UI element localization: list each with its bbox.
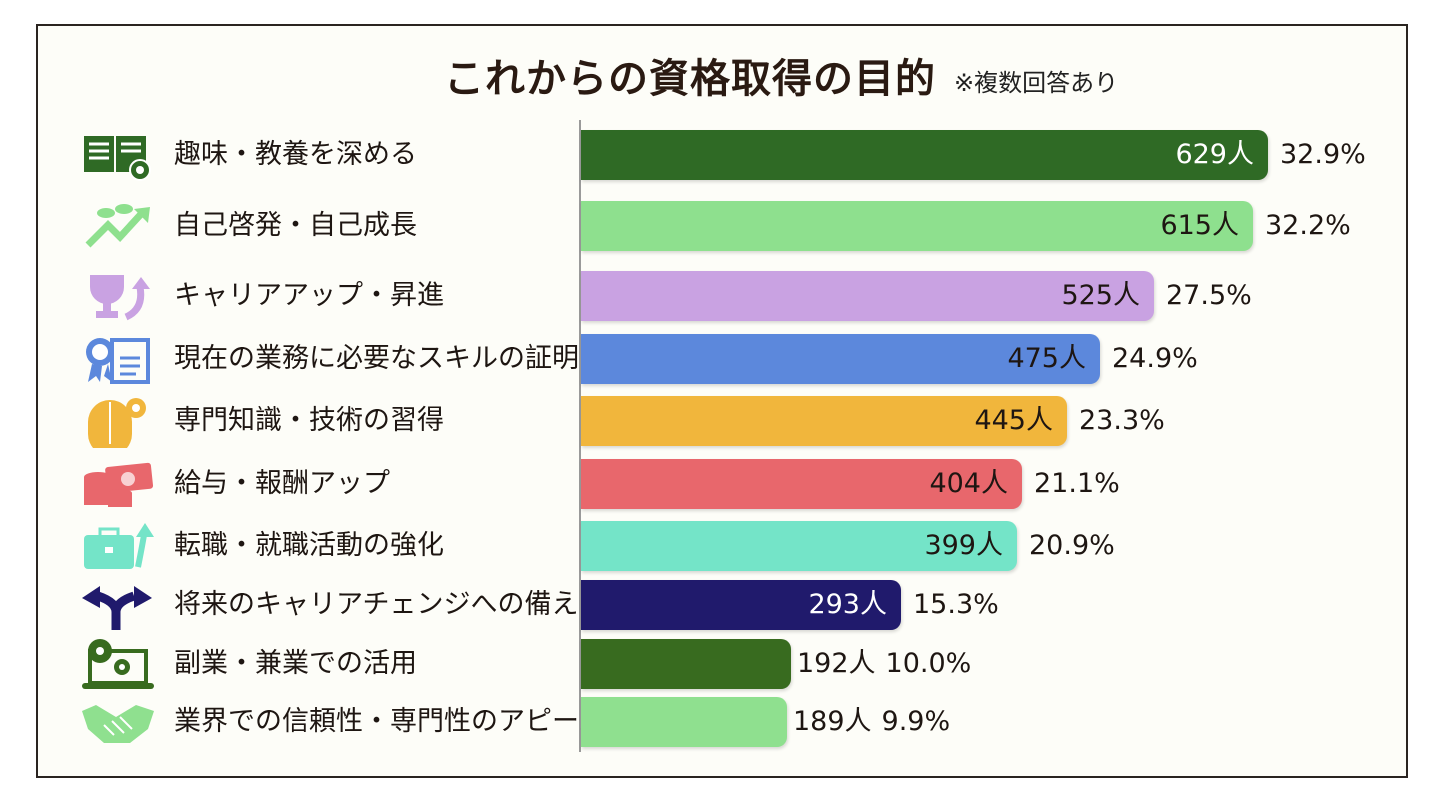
- laptop-gears-icon: [78, 637, 158, 691]
- count-label: 629人: [1175, 139, 1254, 170]
- percent-label: 21.1%: [1034, 468, 1120, 499]
- count-label: 293人: [808, 589, 887, 620]
- category-label: 副業・兼業での活用: [174, 648, 417, 679]
- chart-header: これからの資格取得の目的 ※複数回答あり: [434, 44, 1119, 104]
- percent-label: 189人 9.9%: [793, 697, 950, 747]
- percent-label: 23.3%: [1079, 405, 1165, 436]
- count-label: 445人: [974, 405, 1053, 436]
- bar: 475人: [581, 334, 1100, 384]
- bar: [581, 639, 791, 689]
- trophy-arrow-icon: [78, 269, 158, 323]
- category-label: 自己啓発・自己成長: [174, 210, 417, 241]
- sprout-growth-arrow-icon: [78, 199, 158, 253]
- bar: 293人: [581, 580, 901, 630]
- bar-row: 趣味・教養を深める 629人 32.9%: [0, 128, 1440, 182]
- category-label: 現在の業務に必要なスキルの証明: [174, 343, 579, 374]
- bar: 629人: [581, 130, 1268, 180]
- percent-label: 27.5%: [1166, 280, 1252, 311]
- percent-value: 10.0%: [885, 648, 972, 679]
- handshake-icon: [78, 695, 158, 749]
- category-label: 将来のキャリアチェンジへの備え: [174, 589, 579, 620]
- bar-row: 専門知識・技術の習得 445人 23.3%: [0, 394, 1440, 456]
- count-label: 399人: [924, 530, 1003, 561]
- bar-row: 転職・就職活動の強化 399人 20.9%: [0, 519, 1440, 573]
- money-coins-icon: [78, 457, 158, 511]
- bar-row: 現在の業務に必要なスキルの証明 475人 24.9%: [0, 332, 1440, 386]
- category-label: キャリアアップ・昇進: [174, 280, 444, 311]
- bar: [581, 697, 787, 747]
- bar-row: 将来のキャリアチェンジへの備え 293人 15.3%: [0, 578, 1440, 632]
- bar: 404人: [581, 459, 1022, 509]
- bar: 615人: [581, 201, 1253, 251]
- bar-row: キャリアアップ・昇進 525人 27.5%: [0, 269, 1440, 323]
- category-label: 給与・報酬アップ: [174, 468, 390, 499]
- percent-label: 32.2%: [1265, 210, 1351, 241]
- percent-label: 24.9%: [1112, 343, 1198, 374]
- briefcase-arrow-icon: [78, 519, 158, 573]
- bar-row: 副業・兼業での活用 192人 10.0%: [0, 637, 1440, 691]
- y-axis-line: [579, 120, 581, 752]
- count-label: 615人: [1160, 210, 1239, 241]
- brain-gear-icon: [78, 394, 158, 456]
- percent-label: 20.9%: [1029, 530, 1115, 561]
- count-label: 189人: [793, 706, 872, 737]
- category-label: 業界での信頼性・専門性のアピール: [174, 706, 606, 737]
- percent-label: 32.9%: [1280, 139, 1366, 170]
- count-label: 404人: [929, 468, 1008, 499]
- chart-title: これからの資格取得の目的: [434, 46, 948, 104]
- chart-subtitle: ※複数回答あり: [954, 69, 1119, 97]
- bar-row: 給与・報酬アップ 404人 21.1%: [0, 457, 1440, 511]
- count-label: 192人: [797, 648, 876, 679]
- count-label: 525人: [1061, 280, 1140, 311]
- split-arrow-icon: [78, 578, 158, 632]
- certificate-icon: [78, 332, 158, 386]
- book-gear-icon: [78, 128, 158, 182]
- bar: 525人: [581, 271, 1154, 321]
- percent-value: 9.9%: [881, 706, 951, 737]
- bar-row: 自己啓発・自己成長 615人 32.2%: [0, 199, 1440, 253]
- percent-label: 15.3%: [913, 589, 999, 620]
- category-label: 専門知識・技術の習得: [174, 405, 444, 436]
- bar: 445人: [581, 396, 1067, 446]
- count-label: 475人: [1007, 343, 1086, 374]
- bar: 399人: [581, 521, 1017, 571]
- bar-row: 業界での信頼性・専門性のアピール 189人 9.9%: [0, 695, 1440, 749]
- category-label: 転職・就職活動の強化: [174, 530, 444, 561]
- category-label: 趣味・教養を深める: [174, 139, 417, 170]
- percent-label: 192人 10.0%: [797, 639, 971, 689]
